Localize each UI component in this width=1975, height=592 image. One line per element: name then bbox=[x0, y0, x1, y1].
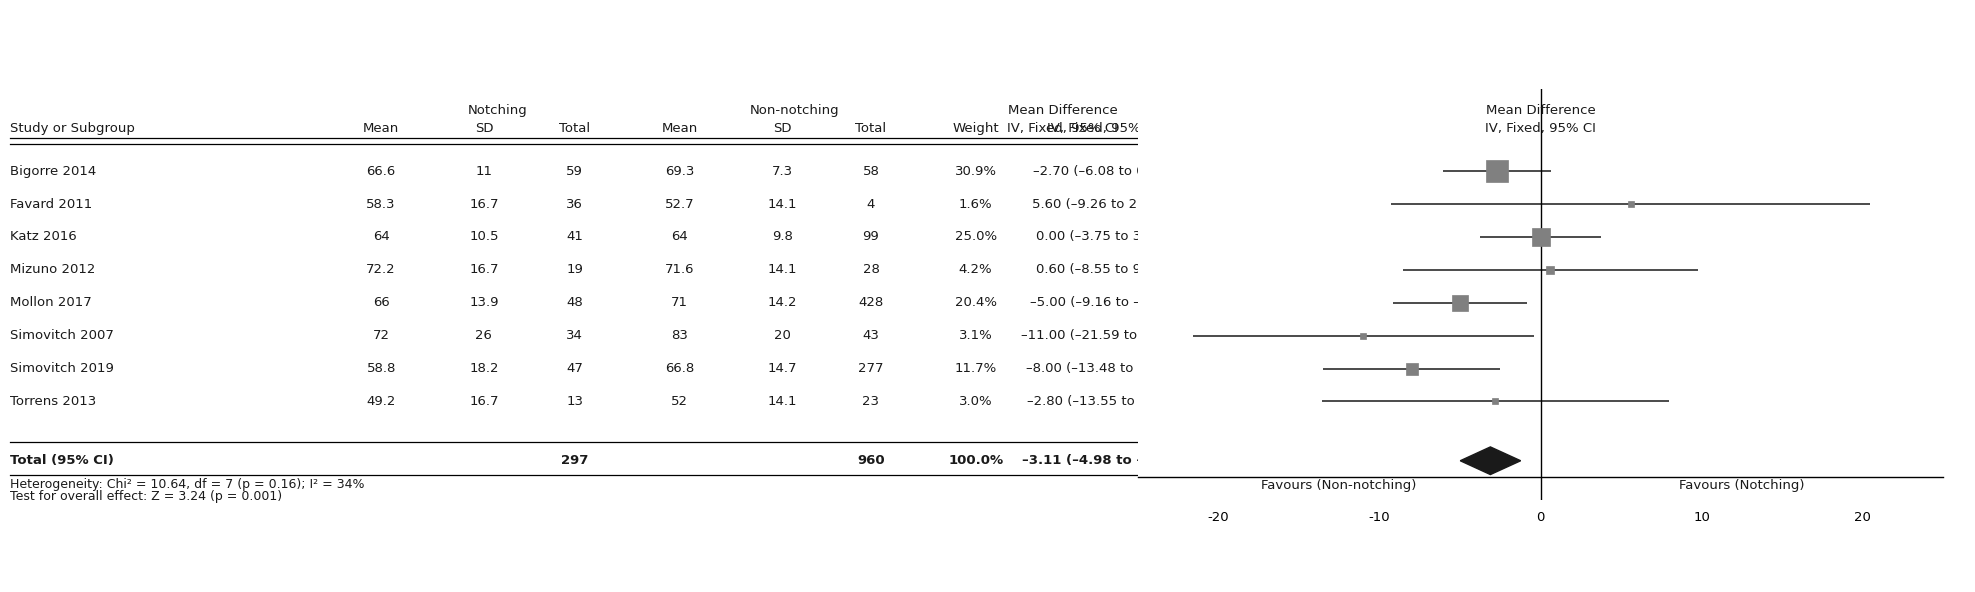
Text: 20: 20 bbox=[774, 329, 790, 342]
Text: Mean: Mean bbox=[363, 122, 399, 135]
Text: 28: 28 bbox=[863, 263, 879, 276]
Text: Study or Subgroup: Study or Subgroup bbox=[10, 122, 134, 135]
Text: –8.00 (–13.48 to –2.52): –8.00 (–13.48 to –2.52) bbox=[1025, 362, 1179, 375]
Text: 5.60 (–9.26 to 20.46): 5.60 (–9.26 to 20.46) bbox=[1033, 198, 1171, 211]
Text: 16.7: 16.7 bbox=[470, 395, 498, 408]
Text: 25.0%: 25.0% bbox=[954, 230, 997, 243]
Text: Torrens 2013: Torrens 2013 bbox=[10, 395, 97, 408]
Text: Total (95% CI): Total (95% CI) bbox=[10, 454, 115, 467]
Text: 10.5: 10.5 bbox=[470, 230, 498, 243]
Text: 26: 26 bbox=[476, 329, 492, 342]
Text: Notching: Notching bbox=[468, 104, 527, 117]
Text: –5.00 (–9.16 to –0.84): –5.00 (–9.16 to –0.84) bbox=[1029, 296, 1175, 309]
Text: 277: 277 bbox=[859, 362, 883, 375]
Text: 14.1: 14.1 bbox=[768, 198, 796, 211]
Text: SD: SD bbox=[772, 122, 792, 135]
Text: Test for overall effect: Z = 3.24 (p = 0.001): Test for overall effect: Z = 3.24 (p = 0… bbox=[10, 490, 282, 503]
Text: Heterogeneity: Chi² = 10.64, df = 7 (p = 0.16); I² = 34%: Heterogeneity: Chi² = 10.64, df = 7 (p =… bbox=[10, 478, 363, 491]
Text: 0.00 (–3.75 to 3.75): 0.00 (–3.75 to 3.75) bbox=[1037, 230, 1167, 243]
Text: Mean Difference: Mean Difference bbox=[1485, 104, 1596, 117]
Text: Mollon 2017: Mollon 2017 bbox=[10, 296, 91, 309]
Text: 47: 47 bbox=[567, 362, 583, 375]
Text: 14.1: 14.1 bbox=[768, 263, 796, 276]
Text: 4.2%: 4.2% bbox=[958, 263, 993, 276]
Text: 59: 59 bbox=[567, 165, 583, 178]
Text: –11.00 (–21.59 to –0.41): –11.00 (–21.59 to –0.41) bbox=[1021, 329, 1183, 342]
Text: Mean Difference: Mean Difference bbox=[1007, 104, 1118, 117]
Text: –2.80 (–13.55 to  7.95): –2.80 (–13.55 to 7.95) bbox=[1027, 395, 1177, 408]
Text: 41: 41 bbox=[567, 230, 583, 243]
Text: 4: 4 bbox=[867, 198, 875, 211]
Text: 14.7: 14.7 bbox=[768, 362, 796, 375]
Text: 100.0%: 100.0% bbox=[948, 454, 1003, 467]
Text: 960: 960 bbox=[857, 454, 885, 467]
Text: 34: 34 bbox=[567, 329, 583, 342]
Text: IV, Fixed, 95% CI: IV, Fixed, 95% CI bbox=[1007, 122, 1118, 135]
Text: IV, Fixed, 95% CI: IV, Fixed, 95% CI bbox=[1047, 122, 1157, 135]
Text: 11.7%: 11.7% bbox=[954, 362, 997, 375]
Text: 0.60 (–8.55 to 9.75): 0.60 (–8.55 to 9.75) bbox=[1037, 263, 1167, 276]
Text: 64: 64 bbox=[373, 230, 389, 243]
Text: 83: 83 bbox=[672, 329, 687, 342]
Text: 43: 43 bbox=[863, 329, 879, 342]
Text: 58: 58 bbox=[863, 165, 879, 178]
Text: 66.6: 66.6 bbox=[367, 165, 395, 178]
Text: –3.11 (–4.98 to –1.23): –3.11 (–4.98 to –1.23) bbox=[1023, 454, 1181, 467]
Text: Non-notching: Non-notching bbox=[750, 104, 839, 117]
Text: 30.9%: 30.9% bbox=[954, 165, 997, 178]
Text: 13: 13 bbox=[567, 395, 583, 408]
Text: 99: 99 bbox=[863, 230, 879, 243]
Text: 428: 428 bbox=[859, 296, 883, 309]
Text: 19: 19 bbox=[567, 263, 583, 276]
Text: 49.2: 49.2 bbox=[367, 395, 395, 408]
Text: 14.2: 14.2 bbox=[768, 296, 796, 309]
Text: 71.6: 71.6 bbox=[666, 263, 693, 276]
Text: 64: 64 bbox=[672, 230, 687, 243]
Text: 297: 297 bbox=[561, 454, 589, 467]
Text: 58.3: 58.3 bbox=[367, 198, 395, 211]
Text: Simovitch 2019: Simovitch 2019 bbox=[10, 362, 115, 375]
Text: 58.8: 58.8 bbox=[367, 362, 395, 375]
Text: Simovitch 2007: Simovitch 2007 bbox=[10, 329, 115, 342]
Text: 7.3: 7.3 bbox=[772, 165, 792, 178]
Text: 13.9: 13.9 bbox=[470, 296, 498, 309]
Text: 3.0%: 3.0% bbox=[958, 395, 993, 408]
Text: 3.1%: 3.1% bbox=[958, 329, 993, 342]
Text: –2.70 (–6.08 to 0.68): –2.70 (–6.08 to 0.68) bbox=[1033, 165, 1171, 178]
Text: Favours (Notching): Favours (Notching) bbox=[1679, 479, 1805, 492]
Text: 18.2: 18.2 bbox=[470, 362, 498, 375]
Text: Bigorre 2014: Bigorre 2014 bbox=[10, 165, 97, 178]
Text: Total: Total bbox=[855, 122, 887, 135]
Text: Total: Total bbox=[559, 122, 591, 135]
Text: Weight: Weight bbox=[952, 122, 999, 135]
Text: 52.7: 52.7 bbox=[664, 198, 695, 211]
Text: 11: 11 bbox=[476, 165, 492, 178]
Text: 66: 66 bbox=[373, 296, 389, 309]
Text: 36: 36 bbox=[567, 198, 583, 211]
Text: Mean: Mean bbox=[662, 122, 697, 135]
Text: Mizuno 2012: Mizuno 2012 bbox=[10, 263, 95, 276]
Text: 48: 48 bbox=[567, 296, 583, 309]
Text: 16.7: 16.7 bbox=[470, 263, 498, 276]
Text: 1.6%: 1.6% bbox=[958, 198, 993, 211]
Text: Favours (Non-notching): Favours (Non-notching) bbox=[1262, 479, 1416, 492]
Text: 9.8: 9.8 bbox=[772, 230, 792, 243]
Text: 69.3: 69.3 bbox=[666, 165, 693, 178]
Text: SD: SD bbox=[474, 122, 494, 135]
Text: 72: 72 bbox=[373, 329, 389, 342]
Text: Katz 2016: Katz 2016 bbox=[10, 230, 77, 243]
Text: 71: 71 bbox=[672, 296, 687, 309]
Text: 14.1: 14.1 bbox=[768, 395, 796, 408]
Text: 72.2: 72.2 bbox=[367, 263, 395, 276]
Polygon shape bbox=[1460, 447, 1521, 475]
Text: IV, Fixed, 95% CI: IV, Fixed, 95% CI bbox=[1485, 122, 1596, 135]
Text: 23: 23 bbox=[863, 395, 879, 408]
Text: 16.7: 16.7 bbox=[470, 198, 498, 211]
Text: Favard 2011: Favard 2011 bbox=[10, 198, 93, 211]
Text: 66.8: 66.8 bbox=[666, 362, 693, 375]
Text: 20.4%: 20.4% bbox=[954, 296, 997, 309]
Text: 52: 52 bbox=[672, 395, 687, 408]
